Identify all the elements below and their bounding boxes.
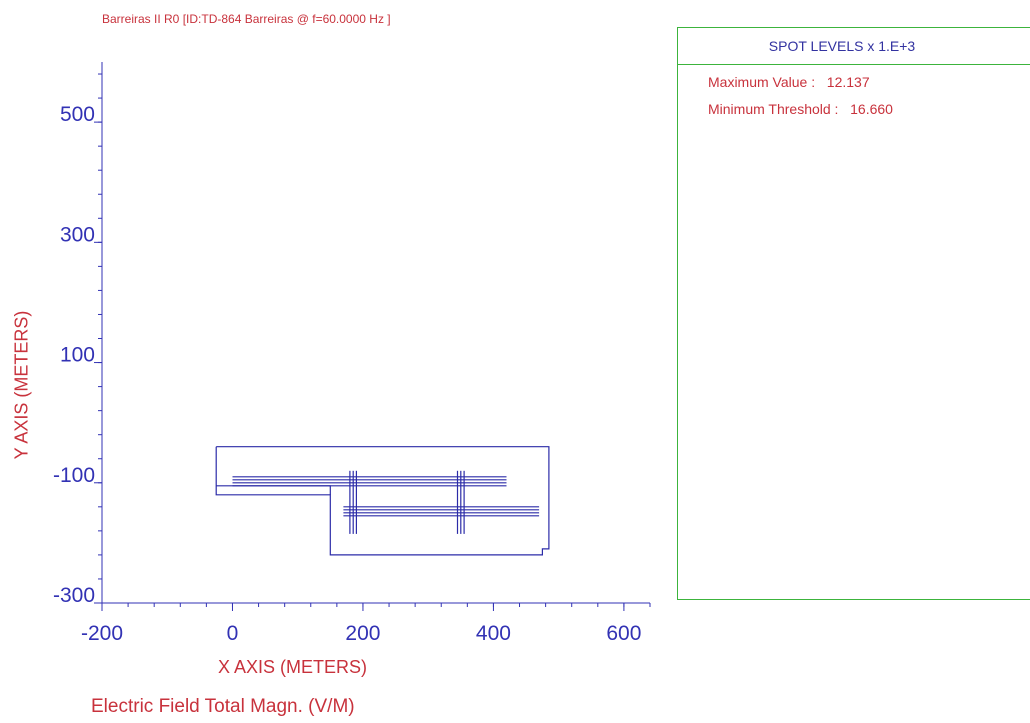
x-tick-label: -200 xyxy=(81,622,123,645)
x-tick-label: 400 xyxy=(476,622,511,645)
panel-heading-text: SPOT LEVELS x 1.E+3 xyxy=(768,38,916,54)
y-tick-label: -300 xyxy=(53,584,95,607)
y-tick-label: 500 xyxy=(60,103,95,126)
y-tick-label: 300 xyxy=(60,223,95,246)
x-tick-label: 600 xyxy=(606,622,641,645)
x-tick-label: 0 xyxy=(227,622,239,645)
panel-heading: SPOT LEVELS x 1.E+3 xyxy=(678,28,1030,65)
max-value: 12.137 xyxy=(826,74,870,90)
chart-title: Barreiras II R0 [ID:TD-864 Barreiras @ f… xyxy=(102,12,391,26)
drawing-line-0 xyxy=(215,446,550,556)
x-tick-label: 200 xyxy=(345,622,380,645)
y-tick-label: 100 xyxy=(60,344,95,367)
max-value-row: Maximum Value : 12.137 xyxy=(708,74,870,90)
min-threshold-value: 16.660 xyxy=(850,101,893,117)
chart-caption: Electric Field Total Magn. (V/M) xyxy=(91,696,355,717)
drawing-line-1 xyxy=(216,485,331,495)
min-threshold-label: Minimum Threshold : xyxy=(708,101,839,117)
y-axis-label: Y AXIS (METERS) xyxy=(11,310,32,460)
y-tick-label: -100 xyxy=(53,464,95,487)
max-value-label: Maximum Value : xyxy=(708,74,816,90)
spot-levels-panel: SPOT LEVELS x 1.E+3 Maximum Value : 12.1… xyxy=(677,27,1030,600)
min-threshold-row: Minimum Threshold : 16.660 xyxy=(708,101,893,117)
x-axis-label: X AXIS (METERS) xyxy=(218,657,368,677)
